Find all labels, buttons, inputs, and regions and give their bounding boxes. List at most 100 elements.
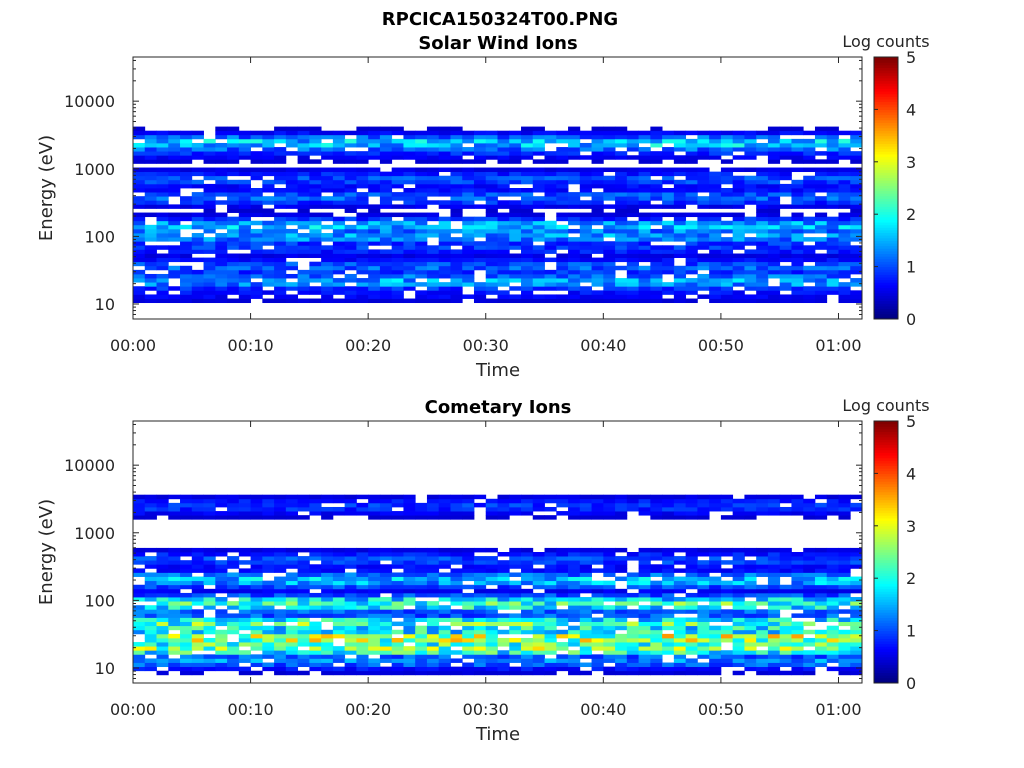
heatmap-cell: [779, 601, 792, 606]
heatmap-cell: [838, 286, 851, 291]
heatmap-cell: [238, 592, 251, 598]
heatmap-cell: [450, 613, 463, 618]
heatmap-cell: [356, 650, 369, 655]
heatmap-cell: [673, 269, 687, 275]
heatmap-cell: [556, 265, 569, 271]
heatmap-cell: [838, 642, 851, 647]
heatmap-cell: [756, 498, 769, 504]
heatmap-cell: [415, 592, 428, 598]
heatmap-cell: [215, 212, 228, 218]
heatmap-cell: [379, 584, 393, 590]
heatmap-cell: [168, 637, 181, 643]
heatmap-cell: [767, 142, 781, 148]
colorbar-swatch: [874, 256, 898, 260]
heatmap-cell: [615, 670, 628, 676]
heatmap-cell: [144, 298, 157, 304]
heatmap-cell: [615, 151, 628, 156]
heatmap-cell: [650, 502, 663, 508]
heatmap-cell: [168, 167, 181, 173]
heatmap-cell: [379, 249, 393, 254]
heatmap-cell: [626, 601, 639, 606]
heatmap-cell: [485, 629, 498, 635]
heatmap-cell: [521, 646, 534, 651]
heatmap-cell: [767, 200, 781, 205]
heatmap-cell: [156, 167, 169, 173]
heatmap-cell: [274, 637, 287, 643]
heatmap-cell: [544, 646, 557, 651]
heatmap-cell: [203, 151, 216, 156]
heatmap-cell: [344, 597, 357, 602]
heatmap-cell: [156, 257, 169, 263]
colorbar-swatch: [874, 240, 898, 244]
colorbar-swatch: [874, 132, 898, 137]
heatmap-cell: [379, 580, 393, 586]
heatmap-cell: [238, 245, 251, 250]
heatmap-cell: [133, 249, 146, 254]
heatmap-cell: [368, 511, 381, 516]
heatmap-cell: [133, 237, 146, 242]
heatmap-cell: [838, 511, 851, 516]
colorbar-swatch: [874, 599, 898, 603]
heatmap-cell: [591, 183, 604, 189]
heatmap-cell: [368, 625, 381, 631]
heatmap-cell: [744, 273, 757, 279]
heatmap-cell: [262, 568, 275, 573]
heatmap-cell: [756, 494, 769, 500]
heatmap-cell: [850, 654, 863, 659]
heatmap-cell: [626, 179, 639, 185]
heatmap-cell: [203, 564, 216, 569]
heatmap-cell: [521, 134, 534, 140]
heatmap-cell: [485, 130, 498, 136]
heatmap-cell: [803, 278, 816, 283]
heatmap-cell: [826, 502, 839, 508]
heatmap-cell: [767, 249, 781, 254]
heatmap-cell: [344, 200, 357, 205]
heatmap-cell: [732, 646, 745, 651]
heatmap-cell: [615, 502, 628, 508]
heatmap-cell: [344, 494, 357, 500]
heatmap-cell: [438, 625, 451, 631]
heatmap-cell: [615, 637, 628, 643]
heatmap-cell: [391, 167, 404, 173]
heatmap-cell: [203, 547, 216, 553]
heatmap-cell: [262, 138, 275, 144]
heatmap-cell: [368, 179, 381, 185]
heatmap-cell: [168, 506, 181, 512]
heatmap-cell: [285, 249, 299, 254]
heatmap-cell: [473, 130, 487, 136]
heatmap-cell: [850, 564, 863, 569]
heatmap-cell: [838, 662, 851, 668]
heatmap-cell: [826, 633, 839, 639]
heatmap-cell: [368, 204, 381, 209]
heatmap-cell: [826, 588, 839, 594]
heatmap-cell: [603, 155, 616, 160]
heatmap-cell: [650, 265, 663, 271]
heatmap-cell: [638, 511, 651, 516]
heatmap-cell: [438, 564, 451, 569]
heatmap-cell: [756, 584, 769, 590]
heatmap-cell: [344, 237, 357, 242]
colorbar-swatch: [874, 507, 898, 511]
heatmap-cell: [356, 257, 369, 263]
heatmap-cell: [144, 597, 157, 602]
heatmap-cell: [814, 515, 828, 520]
heatmap-cell: [133, 568, 146, 573]
heatmap-cell: [379, 642, 393, 647]
heatmap-cell: [497, 580, 510, 586]
heatmap-cell: [838, 273, 851, 279]
heatmap-cell: [133, 261, 146, 267]
heatmap-cell: [415, 650, 428, 655]
heatmap-cell: [415, 269, 428, 275]
heatmap-cell: [262, 269, 275, 275]
heatmap-cell: [826, 282, 839, 287]
heatmap-cell: [191, 171, 204, 177]
heatmap-cell: [685, 609, 698, 614]
colorbar-swatch: [874, 591, 898, 595]
colorbar-swatch: [874, 470, 898, 474]
heatmap-cell: [685, 547, 698, 553]
heatmap-cell: [791, 621, 804, 627]
cometary-colorbar-label: Log counts: [842, 396, 929, 415]
heatmap-cell: [720, 560, 734, 565]
heatmap-cell: [238, 576, 251, 582]
